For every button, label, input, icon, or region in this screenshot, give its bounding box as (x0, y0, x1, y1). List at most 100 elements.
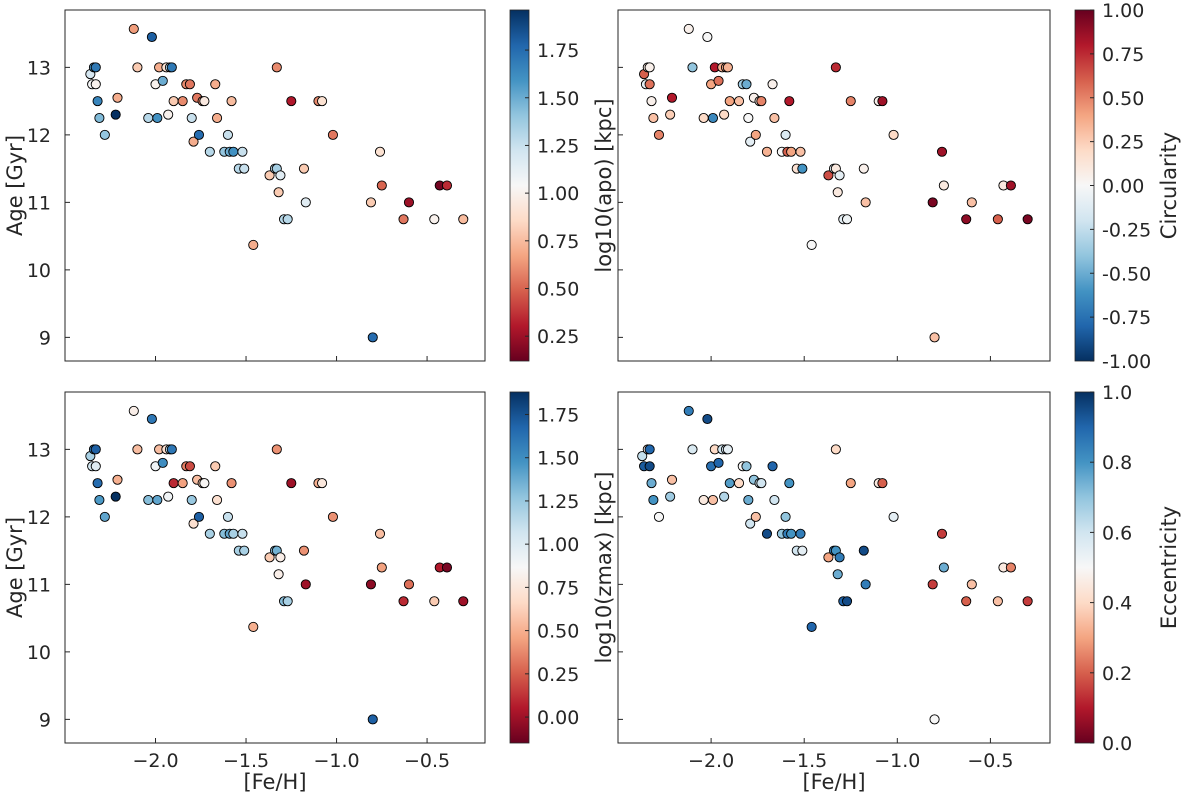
scatter-point (298, 545, 310, 556)
scatter-point (317, 478, 328, 489)
scatter-point (286, 96, 297, 107)
scatter-point (745, 136, 756, 147)
y-tick-label: 10 (27, 642, 51, 664)
scatter-point (403, 579, 415, 590)
scatter-point (929, 332, 940, 343)
scatter-point (653, 511, 665, 522)
scatter-point (94, 112, 105, 124)
scatter-point (806, 621, 817, 632)
colorbar-tick-label: 0.50 (1102, 88, 1144, 110)
colorbar-tick-label: 0.50 (537, 621, 579, 643)
scatter-point (374, 146, 386, 157)
scatter-point (707, 112, 719, 124)
scatter-point (441, 562, 453, 573)
colorbar-tick-label: -0.50 (1102, 263, 1151, 285)
colorbar-tick-label: 1.25 (537, 491, 579, 513)
scatter-point (769, 112, 780, 124)
scatter-point (767, 461, 778, 472)
scatter-point (193, 511, 205, 522)
scatter-point (300, 579, 311, 590)
scatter-point (168, 96, 179, 107)
colorbar-tick-label: 1.00 (1102, 0, 1144, 22)
scatter-point (228, 146, 239, 157)
scatter-point (769, 494, 780, 506)
scatter-point (367, 714, 378, 725)
scatter-point (648, 112, 659, 124)
scatter-point (188, 518, 199, 529)
colorbar-tick-label: 0.2 (1102, 663, 1132, 685)
colorbar-tick-label: 0.75 (537, 577, 579, 599)
scatter-point (784, 96, 795, 107)
panel-top-right: -1.00 -0.75 -0.50 -0.25 0.00 0.25 0.50 0.75 1.00… (617, 0, 1181, 373)
scatter-point (786, 528, 797, 539)
scatter-point (741, 79, 752, 90)
axes-frame (617, 391, 1051, 744)
scatter-point (275, 552, 286, 563)
scatter-point (403, 197, 415, 208)
scatter-point (376, 180, 387, 191)
colorbar-tick-label: 0.6 (1102, 522, 1132, 544)
colorbar-tick-label: 1.0 (1102, 382, 1132, 404)
scatter-point (992, 214, 1003, 225)
scatter-point (376, 562, 387, 573)
scatter-point (398, 214, 409, 225)
scatter-point (204, 146, 215, 157)
scatter-point (644, 79, 655, 90)
scatter-point (239, 163, 250, 174)
colorbar-tick-label: 1.25 (537, 135, 579, 157)
scatter-point (146, 413, 157, 425)
scatter-point (110, 491, 121, 502)
scatter-point (90, 62, 101, 73)
scatter-point (724, 478, 735, 489)
y-tick-label: 12 (27, 125, 51, 147)
scatter-point (146, 31, 157, 43)
colorbar (1074, 391, 1095, 744)
scatter-point (1005, 562, 1016, 573)
scatter-point (168, 478, 179, 489)
scatter-point (166, 444, 177, 455)
scatter-point (226, 478, 237, 489)
colorbar-title: log10(apo) [kpc] (592, 98, 616, 272)
scatter-point (756, 96, 767, 107)
scatter-point (761, 528, 773, 539)
scatter-point (143, 112, 154, 124)
scatter-point (834, 170, 845, 181)
scatter-point (780, 129, 791, 140)
colorbar-tick-label: 0.25 (537, 664, 579, 686)
scatter-point (644, 444, 655, 455)
scatter-point (112, 92, 123, 103)
scatter-point (719, 491, 730, 502)
scatter-point (683, 405, 694, 416)
scatter-point (938, 562, 949, 573)
scatter-point (841, 214, 853, 225)
x-axis-title: [Fe/H] (243, 770, 306, 794)
scatter-point (163, 109, 174, 120)
scatter-point (702, 413, 713, 425)
scatter-point (90, 461, 101, 472)
scatter-point (719, 109, 730, 120)
colorbar (509, 9, 530, 362)
x-tick-label: −0.5 (404, 750, 450, 772)
scatter-point (733, 96, 745, 107)
scatter-point (698, 112, 709, 124)
colorbar-tick-label: 0.0 (1102, 733, 1132, 755)
scatter-point (429, 214, 440, 225)
scatter-point (275, 170, 286, 181)
scatter-point (722, 62, 733, 73)
scatter-point (184, 461, 195, 472)
scatter-point (761, 146, 773, 157)
colorbar-tick-label: 1.75 (537, 40, 579, 62)
x-tick-label: −0.5 (967, 750, 1013, 772)
scatter-point (961, 596, 972, 607)
x-tick-label: −1.5 (223, 750, 269, 772)
y-tick-label: 10 (27, 260, 51, 282)
scatter-point (204, 528, 215, 539)
scatter-point (767, 79, 778, 90)
scatter-point (707, 494, 719, 506)
scatter-point (282, 596, 293, 607)
scatter-point (365, 579, 376, 590)
panel-top-left: 9 10 11 12 13 Age [Gyr] 0.25 0.50 0.75 1.00 1.25 1.… (3, 9, 616, 362)
scatter-point (226, 96, 237, 107)
y-tick-label: 13 (27, 439, 51, 461)
scatter-point (458, 596, 469, 607)
